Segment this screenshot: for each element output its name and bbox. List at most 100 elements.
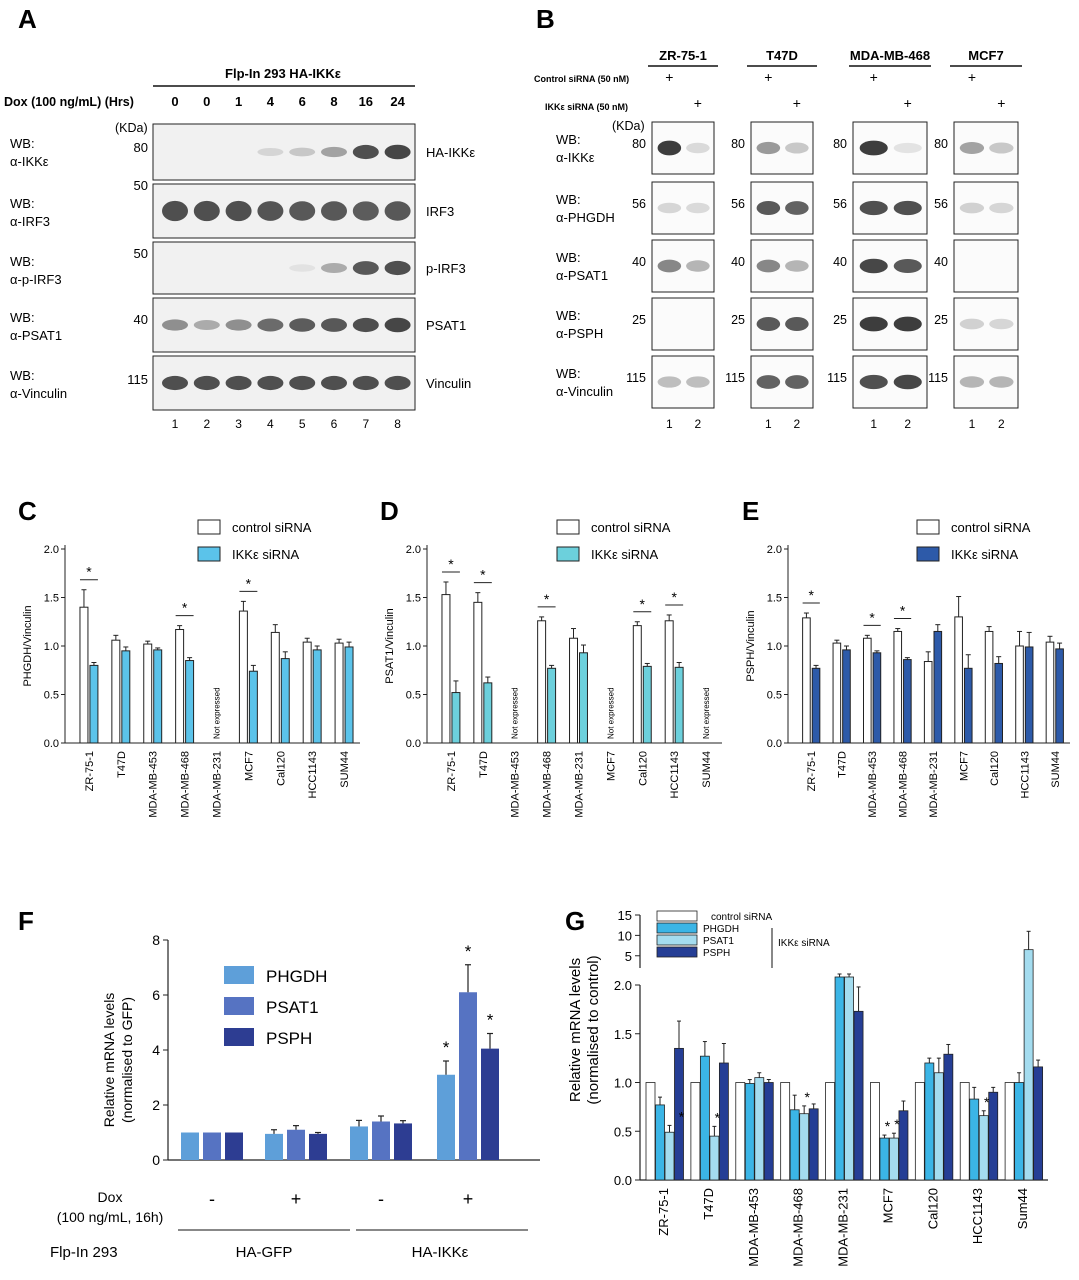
bar xyxy=(834,976,845,1181)
bar xyxy=(394,1123,412,1160)
panel-b-lane-number: 2 xyxy=(695,417,702,431)
bar xyxy=(175,629,185,744)
panel-a-antibody-label: α-IRF3 xyxy=(10,214,50,229)
bar xyxy=(121,650,131,744)
y-axis-label: PHGDH/Vinculin xyxy=(22,605,34,686)
y-tick-label: 1.5 xyxy=(44,593,59,605)
panel-a-wb-label: WB: xyxy=(10,254,35,269)
bar xyxy=(903,659,912,744)
bar xyxy=(789,1109,800,1181)
x-tick-label: ZR-75-1 xyxy=(446,751,458,791)
panel-g-ylabel-1: Relative mRNA levels xyxy=(567,958,584,1102)
panel-b-band xyxy=(686,376,710,388)
bar xyxy=(89,664,99,744)
bar xyxy=(79,606,89,744)
panel-a-target-label: PSAT1 xyxy=(426,318,466,333)
panel-a-band xyxy=(257,318,284,332)
panel-b-band xyxy=(893,316,922,332)
significance-star: * xyxy=(182,600,188,616)
panel-b-lane-number: 2 xyxy=(794,417,801,431)
panel-b-antibody-label: α-PSAT1 xyxy=(556,268,608,283)
panel-b-kda-marker: 115 xyxy=(626,371,646,385)
bar xyxy=(853,1010,864,1181)
panel-b-band xyxy=(859,258,888,274)
not-expressed-note: Not expressed xyxy=(702,687,711,739)
panel-f-chart: Relative mRNA levels (normalised to GFP)… xyxy=(50,932,540,1261)
bar xyxy=(808,1108,819,1181)
bar xyxy=(735,1082,746,1181)
y-tick-label: 0.0 xyxy=(614,1173,632,1188)
panel-a-band xyxy=(193,200,220,222)
bar xyxy=(372,1121,390,1160)
x-tick-label: T47D xyxy=(478,751,490,778)
panel-a-band xyxy=(384,201,411,221)
panel-a-band xyxy=(289,264,316,272)
bar xyxy=(302,641,312,744)
bar xyxy=(287,1129,305,1160)
panel-b-kda-marker: 56 xyxy=(731,197,745,211)
panel-b-kda-marker: 25 xyxy=(833,313,847,327)
panel-b-kda-marker: 25 xyxy=(731,313,745,327)
panel-f-dox-label-2: (100 ng/mL, 16h) xyxy=(57,1209,164,1225)
bar xyxy=(270,631,280,744)
bar xyxy=(780,1082,791,1181)
panel-a-band xyxy=(384,144,411,160)
y-tick-label: 2.0 xyxy=(767,544,782,556)
bar xyxy=(265,1133,283,1160)
significance-star: * xyxy=(246,575,252,591)
panel-c-chart: 0.0 0.5 1.0 1.5 2.0 PHGDH/Vinculin control siR… xyxy=(22,519,360,818)
panel-b-lane-number: 2 xyxy=(904,417,911,431)
y-tick-label: 10 xyxy=(618,928,632,943)
bar xyxy=(645,1082,656,1181)
bar xyxy=(1033,1066,1044,1181)
panel-b-band xyxy=(756,141,781,155)
legend-label: control siRNA xyxy=(591,520,671,535)
x-tick-label: Cal120 xyxy=(275,751,287,786)
bar xyxy=(1023,949,1034,1181)
panel-a-kda-marker: 115 xyxy=(127,372,148,387)
panel-a-antibody-label: α-PSAT1 xyxy=(10,328,62,343)
panel-b-band xyxy=(893,259,922,273)
bar xyxy=(889,1137,899,1181)
panel-a-kda-label: (KDa) xyxy=(115,121,148,135)
bar xyxy=(481,1048,499,1160)
panel-b-band xyxy=(859,316,888,332)
panel-b-cell-line: ZR-75-1 xyxy=(659,48,707,63)
panel-b-antibody-label: α-IKKε xyxy=(556,150,595,165)
panel-b-kda-marker: 40 xyxy=(833,255,847,269)
x-tick-label: ZR-75-1 xyxy=(84,751,96,791)
y-tick-label: 0 xyxy=(152,1152,160,1168)
panel-b-band xyxy=(657,140,682,156)
x-tick-label: MDA-MB-231 xyxy=(836,1188,851,1267)
y-axis-label: PSPH/Vinculin xyxy=(745,610,757,681)
legend-swatch xyxy=(224,966,254,984)
significance-star: * xyxy=(443,1038,450,1057)
panel-f-flp-label: Flp-In 293 xyxy=(50,1244,118,1261)
panel-letter-g: G xyxy=(565,906,585,936)
panel-b-kda-marker: 80 xyxy=(731,137,745,151)
bar xyxy=(924,1062,935,1181)
y-tick-label: 8 xyxy=(152,932,160,948)
y-tick-label: 1.5 xyxy=(767,593,782,605)
panel-d-chart: 0.0 0.5 1.0 1.5 2.0 PSAT1/Vinculin control siR… xyxy=(384,519,722,818)
panel-b-kda-label: (KDa) xyxy=(612,119,645,133)
panel-b-wb-label: WB: xyxy=(556,366,581,381)
legend-label: PSAT1 xyxy=(266,998,319,1017)
panel-letter-a: A xyxy=(18,4,37,34)
panel-g-legend-group: IKKε siRNA xyxy=(778,938,830,949)
panel-a-kda-marker: 80 xyxy=(134,140,148,155)
panel-a-target-label: p-IRF3 xyxy=(426,261,466,276)
panel-b-band xyxy=(989,376,1014,388)
panel-a-band xyxy=(289,375,316,391)
panel-a-antibody-label: α-Vinculin xyxy=(10,386,67,401)
x-tick-label: SUM44 xyxy=(1050,751,1062,788)
panel-b-ikk-plus: + xyxy=(694,95,702,111)
bar xyxy=(248,670,258,744)
x-tick-label: T47D xyxy=(701,1188,716,1220)
x-tick-label: SUM44 xyxy=(339,751,351,788)
panel-a-wb-label: WB: xyxy=(10,196,35,211)
panel-b-antibody-label: α-PSPH xyxy=(556,326,603,341)
panel-b-ikk-label: IKKε siRNA (50 nM) xyxy=(545,102,628,112)
panel-b-band xyxy=(893,200,922,216)
panel-b-antibody-label: α-PHGDH xyxy=(556,210,615,225)
